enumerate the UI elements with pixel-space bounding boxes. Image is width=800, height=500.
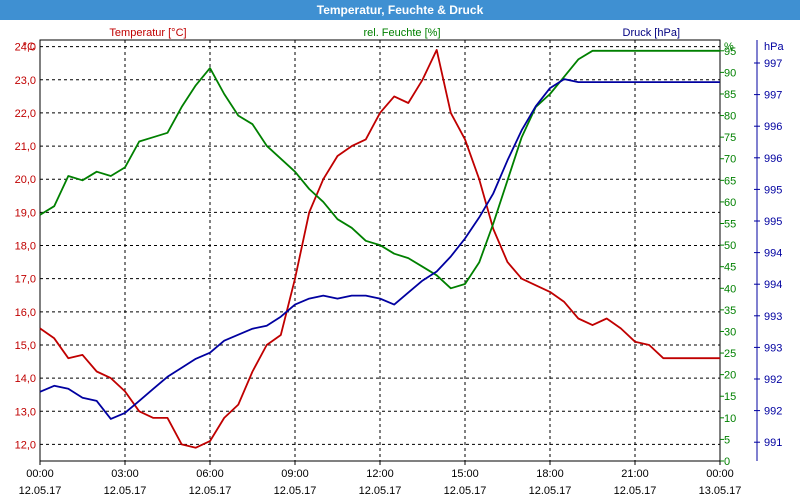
- pressure-tick-label: 997: [764, 90, 782, 102]
- grid: [40, 40, 720, 461]
- humidity-tick-label: 65: [724, 175, 736, 187]
- time-tick-label: 09:00: [281, 468, 309, 480]
- date-tick-label: 12.05.17: [189, 485, 232, 497]
- humidity-tick-label: 80: [724, 111, 736, 123]
- date-tick-label: 12.05.17: [104, 485, 147, 497]
- humidity-tick-label: 35: [724, 305, 736, 317]
- pressure-axis: 997 997 996 996 995 995 994 994 993 993 992 992 991: [754, 40, 782, 461]
- temperature-tick-label: 24,0: [15, 42, 36, 54]
- date-tick-label: 12.05.17: [444, 485, 487, 497]
- time-tick-label: 12:00: [366, 468, 394, 480]
- chart: 24,0 23,0 22,0 21,0 20,0 19,0 18,0 17,0 16,0 15,0…: [15, 27, 785, 497]
- humidity-tick-label: 95: [724, 46, 736, 58]
- axis-headers: Temperatur [°C] rel. Feuchte [%] Druck […: [23, 27, 785, 53]
- humidity-tick-label: 40: [724, 283, 736, 295]
- humidity-axis-title: rel. Feuchte [%]: [363, 27, 440, 39]
- humidity-tick-label: 55: [724, 219, 736, 231]
- date-tick-label: 12.05.17: [614, 485, 657, 497]
- time-tick-label: 21:00: [621, 468, 649, 480]
- humidity-tick-label: 45: [724, 262, 736, 274]
- date-tick-label: 12.05.17: [359, 485, 402, 497]
- temperature-tick-label: 12,0: [15, 439, 36, 451]
- temperature-axis: 24,0 23,0 22,0 21,0 20,0 19,0 18,0 17,0 16,0 15,0…: [15, 42, 36, 452]
- pressure-tick-label: 991: [764, 437, 782, 449]
- temperature-axis-title: Temperatur [°C]: [109, 27, 186, 39]
- time-tick-label: 03:00: [111, 468, 139, 480]
- temperature-tick-label: 17,0: [15, 274, 36, 286]
- pressure-unit: hPa: [764, 41, 784, 53]
- humidity-tick-label: 85: [724, 89, 736, 101]
- temperature-unit: °C: [23, 41, 35, 53]
- humidity-line: [39, 49, 720, 290]
- time-tick-label: 15:00: [451, 468, 479, 480]
- temperature-tick-label: 21,0: [15, 141, 36, 153]
- series-lines: [39, 48, 720, 449]
- humidity-tick-label: 20: [724, 370, 736, 382]
- pressure-tick-label: 993: [764, 311, 782, 323]
- pressure-tick-label: 994: [764, 279, 782, 291]
- chart-title: Temperatur, Feuchte & Druck: [316, 3, 484, 17]
- pressure-tick-label: 994: [764, 248, 782, 260]
- pressure-tick-label: 992: [764, 374, 782, 386]
- time-tick-label: 00:00: [26, 468, 54, 480]
- humidity-tick-label: 25: [724, 348, 736, 360]
- date-tick-label: 12.05.17: [274, 485, 317, 497]
- temperature-tick-label: 22,0: [15, 108, 36, 120]
- humidity-unit: %: [724, 41, 734, 53]
- humidity-tick-label: 75: [724, 132, 736, 144]
- pressure-tick-label: 993: [764, 342, 782, 354]
- temperature-tick-label: 23,0: [15, 75, 36, 87]
- chart-title-bar: Temperatur, Feuchte & Druck: [0, 0, 800, 20]
- humidity-tick-label: 30: [724, 326, 736, 338]
- time-tick-label: 18:00: [536, 468, 564, 480]
- temperature-tick-label: 16,0: [15, 307, 36, 319]
- temperature-tick-label: 14,0: [15, 373, 36, 385]
- humidity-tick-label: 60: [724, 197, 736, 209]
- temperature-tick-label: 13,0: [15, 406, 36, 418]
- pressure-tick-label: 995: [764, 184, 782, 196]
- pressure-tick-label: 995: [764, 216, 782, 228]
- pressure-line: [39, 78, 720, 420]
- temperature-tick-label: 19,0: [15, 207, 36, 219]
- pressure-tick-label: 997: [764, 58, 782, 70]
- temperature-tick-label: 18,0: [15, 241, 36, 253]
- pressure-axis-title: Druck [hPa]: [623, 27, 680, 39]
- date-tick-label: 12.05.17: [529, 485, 572, 497]
- temperature-tick-label: 20,0: [15, 174, 36, 186]
- humidity-tick-label: 10: [724, 413, 736, 425]
- time-tick-label: 00:00: [706, 468, 734, 480]
- humidity-tick-label: 70: [724, 154, 736, 166]
- date-tick-label: 13.05.17: [699, 485, 742, 497]
- humidity-tick-label: 0: [724, 456, 730, 468]
- time-tick-label: 06:00: [196, 468, 224, 480]
- temperature-tick-label: 15,0: [15, 340, 36, 352]
- pressure-tick-label: 996: [764, 153, 782, 165]
- pressure-tick-label: 996: [764, 121, 782, 133]
- humidity-tick-label: 90: [724, 67, 736, 79]
- temperature-line: [39, 48, 720, 449]
- date-tick-label: 12.05.17: [19, 485, 62, 497]
- humidity-tick-label: 15: [724, 391, 736, 403]
- pressure-tick-label: 992: [764, 406, 782, 418]
- time-axis: 00:00 12.05.17 03:00 12.05.17 06:00 12.05.17 0…: [19, 461, 742, 497]
- humidity-tick-label: 5: [724, 434, 730, 446]
- humidity-tick-label: 50: [724, 240, 736, 252]
